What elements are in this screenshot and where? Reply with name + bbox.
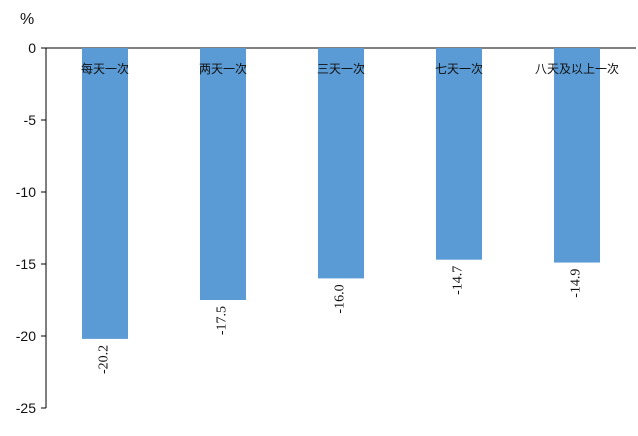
y-tick-label: -15 — [16, 256, 36, 272]
plot-area: 0 -5 -10 -15 -20 -25 每天一次 -20.2 两天一次 -17.5 三天一次 -16… — [16, 40, 636, 416]
y-unit-label: % — [20, 11, 34, 28]
data-label: -20.2 — [97, 345, 112, 374]
category-label: 八天及以上一次 — [535, 62, 619, 76]
category-label: 每天一次 — [81, 61, 129, 76]
bar — [436, 48, 482, 260]
data-label: -14.9 — [569, 269, 584, 298]
bar — [318, 48, 364, 279]
bar — [554, 48, 600, 263]
data-label: -16.0 — [333, 284, 348, 313]
y-tick-label: 0 — [28, 40, 36, 56]
y-tick-label: -25 — [16, 400, 36, 416]
data-label: -17.5 — [215, 306, 230, 335]
bar — [82, 48, 128, 339]
y-tick-label: -20 — [16, 328, 36, 344]
category-label: 七天一次 — [435, 62, 483, 76]
y-tick-label: -10 — [16, 184, 36, 200]
category-label: 两天一次 — [199, 62, 247, 76]
category-label: 三天一次 — [317, 62, 365, 76]
y-tick-label: -5 — [24, 112, 37, 128]
bar — [200, 48, 246, 300]
data-label: -14.7 — [451, 266, 466, 295]
